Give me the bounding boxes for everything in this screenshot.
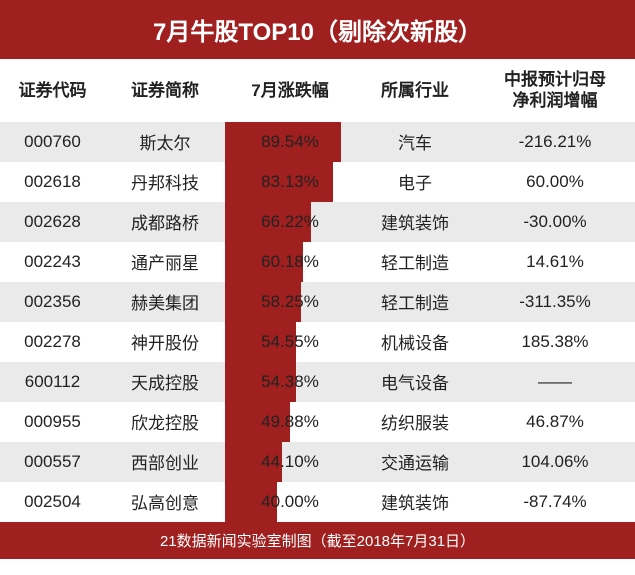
cell-profit: 46.87% (475, 402, 635, 442)
cell-industry: 电气设备 (355, 362, 475, 402)
cell-code: 600112 (0, 362, 105, 402)
cell-profit: —— (475, 362, 635, 402)
cell-code: 002278 (0, 322, 105, 362)
cell-name: 弘高创意 (105, 482, 225, 522)
cell-name: 欣龙控股 (105, 402, 225, 442)
table-row: 000557西部创业44.10%交通运输104.06% (0, 442, 635, 482)
title-text: 7月牛股TOP10（剔除次新股） (153, 19, 482, 46)
cell-name: 西部创业 (105, 442, 225, 482)
cell-industry: 电子 (355, 162, 475, 202)
cell-code: 000955 (0, 402, 105, 442)
cell-change-bar: 40.00% (225, 482, 355, 522)
table-body: 000760斯太尔89.54%汽车-216.21%002618丹邦科技83.13… (0, 122, 635, 522)
table-row: 002278神开股份54.55%机械设备185.38% (0, 322, 635, 362)
cell-industry: 纺织服装 (355, 402, 475, 442)
cell-profit: 104.06% (475, 442, 635, 482)
cell-name: 丹邦科技 (105, 162, 225, 202)
cell-name: 赫美集团 (105, 282, 225, 322)
cell-profit: -30.00% (475, 202, 635, 242)
cell-change-bar: 83.13% (225, 162, 355, 202)
cell-name: 成都路桥 (105, 202, 225, 242)
col-header-profit: 中报预计归母净利润增幅 (475, 59, 635, 122)
cell-code: 002356 (0, 282, 105, 322)
table-row: 000760斯太尔89.54%汽车-216.21% (0, 122, 635, 162)
table-row: 600112天成控股54.38%电气设备—— (0, 362, 635, 402)
col-header-change: 7月涨跌幅 (225, 59, 355, 122)
cell-change-bar: 66.22% (225, 202, 355, 242)
col-header-code: 证券代码 (0, 59, 105, 122)
cell-code: 000760 (0, 122, 105, 162)
change-bar-label: 40.00% (225, 482, 355, 522)
cell-name: 斯太尔 (105, 122, 225, 162)
cell-industry: 轻工制造 (355, 282, 475, 322)
stock-table-card: 7月牛股TOP10（剔除次新股） 证券代码 证券简称 7月涨跌幅 所属行业 中报… (0, 0, 635, 559)
header-row: 证券代码 证券简称 7月涨跌幅 所属行业 中报预计归母净利润增幅 (0, 59, 635, 122)
cell-change-bar: 60.18% (225, 242, 355, 282)
change-bar-label: 83.13% (225, 162, 355, 202)
cell-code: 002504 (0, 482, 105, 522)
cell-industry: 轻工制造 (355, 242, 475, 282)
table-row: 002356赫美集团58.25%轻工制造-311.35% (0, 282, 635, 322)
cell-code: 002618 (0, 162, 105, 202)
change-bar-label: 66.22% (225, 202, 355, 242)
table-row: 002618丹邦科技83.13%电子60.00% (0, 162, 635, 202)
table-row: 000955欣龙控股49.88%纺织服装46.87% (0, 402, 635, 442)
cell-name: 通产丽星 (105, 242, 225, 282)
cell-profit: -311.35% (475, 282, 635, 322)
cell-profit: 14.61% (475, 242, 635, 282)
table-row: 002628成都路桥66.22%建筑装饰-30.00% (0, 202, 635, 242)
cell-code: 002628 (0, 202, 105, 242)
table-row: 002243通产丽星60.18%轻工制造14.61% (0, 242, 635, 282)
change-bar-label: 58.25% (225, 282, 355, 322)
change-bar-label: 89.54% (225, 122, 355, 162)
title-bar: 7月牛股TOP10（剔除次新股） (0, 0, 635, 59)
cell-code: 000557 (0, 442, 105, 482)
footer-bar: 21数据新闻实验室制图（截至2018年7月31日） (0, 522, 635, 559)
cell-name: 天成控股 (105, 362, 225, 402)
cell-name: 神开股份 (105, 322, 225, 362)
cell-change-bar: 54.38% (225, 362, 355, 402)
change-bar-label: 44.10% (225, 442, 355, 482)
cell-change-bar: 58.25% (225, 282, 355, 322)
footer-text: 21数据新闻实验室制图（截至2018年7月31日） (160, 533, 475, 550)
change-bar-label: 54.38% (225, 362, 355, 402)
cell-profit: 60.00% (475, 162, 635, 202)
change-bar-label: 60.18% (225, 242, 355, 282)
cell-industry: 汽车 (355, 122, 475, 162)
cell-change-bar: 44.10% (225, 442, 355, 482)
cell-industry: 建筑装饰 (355, 202, 475, 242)
cell-profit: -216.21% (475, 122, 635, 162)
cell-profit: -87.74% (475, 482, 635, 522)
cell-change-bar: 54.55% (225, 322, 355, 362)
col-header-name: 证券简称 (105, 59, 225, 122)
cell-change-bar: 89.54% (225, 122, 355, 162)
table-row: 002504弘高创意40.00%建筑装饰-87.74% (0, 482, 635, 522)
cell-industry: 机械设备 (355, 322, 475, 362)
change-bar-label: 54.55% (225, 322, 355, 362)
cell-code: 002243 (0, 242, 105, 282)
stock-table: 证券代码 证券简称 7月涨跌幅 所属行业 中报预计归母净利润增幅 000760斯… (0, 59, 635, 522)
cell-industry: 交通运输 (355, 442, 475, 482)
cell-change-bar: 49.88% (225, 402, 355, 442)
cell-industry: 建筑装饰 (355, 482, 475, 522)
col-header-industry: 所属行业 (355, 59, 475, 122)
change-bar-label: 49.88% (225, 402, 355, 442)
cell-profit: 185.38% (475, 322, 635, 362)
